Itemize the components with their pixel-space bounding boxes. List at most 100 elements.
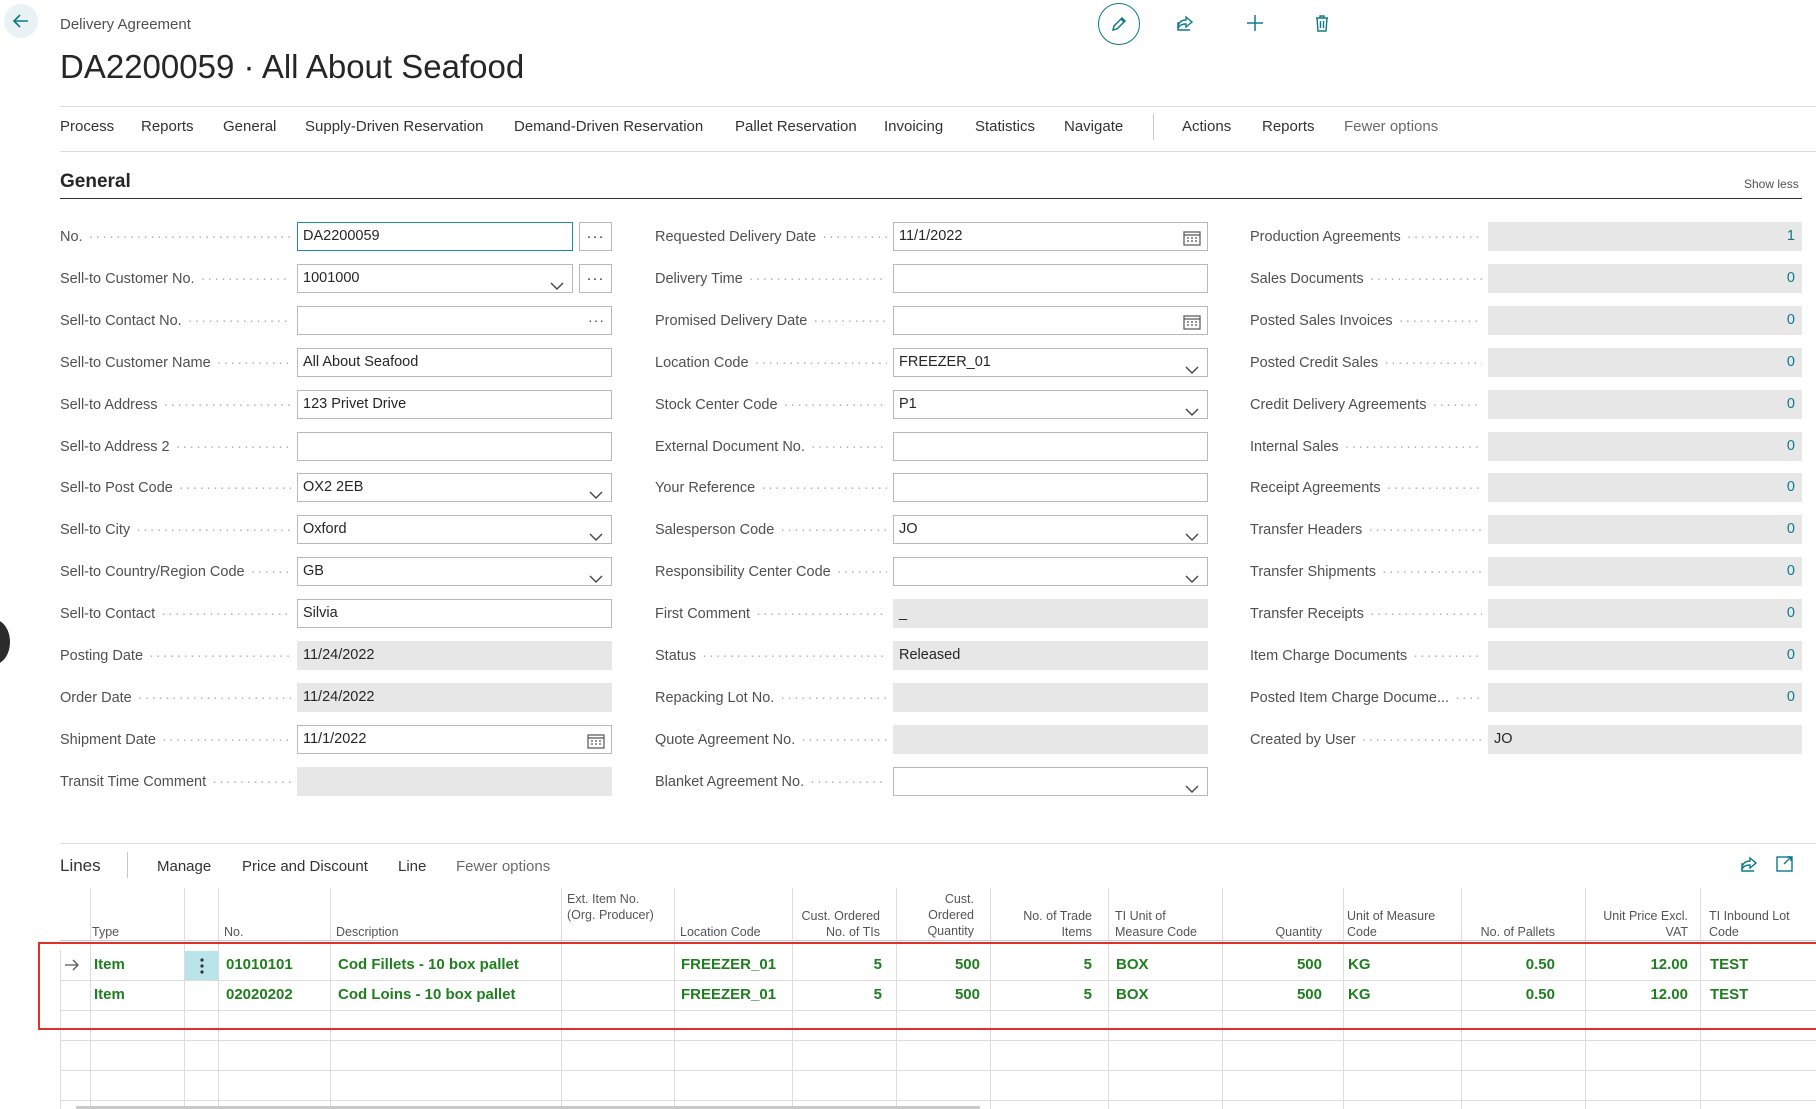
column-header-unit-of-measure-code[interactable]: Unit of Measure Code (1347, 909, 1436, 939)
sell-to-post-code-field[interactable]: OX2 2EB (297, 473, 612, 503)
your-reference-field[interactable] (893, 473, 1208, 503)
lines-menu-price-and-discount[interactable]: Price and Discount (242, 858, 368, 875)
menu-reports-3[interactable]: Reports (1262, 118, 1315, 135)
new-button[interactable] (1235, 3, 1275, 43)
menu-actions-2[interactable]: Actions (1182, 118, 1232, 135)
horizontal-scrollbar[interactable] (76, 1106, 980, 1109)
cell-lot[interactable]: TEST (1710, 956, 1749, 973)
column-header-type[interactable]: Type (92, 925, 120, 939)
column-header-cust-ordered-quantity[interactable]: Cust. Ordered Quantity (927, 892, 974, 938)
menu-statistics[interactable]: Statistics (975, 118, 1036, 135)
no-assist-button[interactable]: ··· (579, 222, 612, 251)
cell-unit-price[interactable]: 12.00 (1650, 956, 1688, 973)
column-header-no[interactable]: No. (224, 925, 244, 939)
cell-lot[interactable]: TEST (1710, 986, 1749, 1003)
row-actions-button[interactable] (185, 951, 218, 980)
cell-uom[interactable]: KG (1348, 956, 1371, 973)
cell-uom[interactable]: KG (1348, 986, 1371, 1003)
sell-to-address-field[interactable]: 123 Privet Drive (297, 389, 612, 419)
cell-pallets[interactable]: 0.50 (1525, 986, 1555, 1003)
column-header-ti-inbound-lot-code[interactable]: TI Inbound Lot Code (1709, 909, 1790, 939)
column-header-cust-ordered-no-of-tis[interactable]: Cust. Ordered No. of TIs (801, 909, 880, 939)
sell-to-customer-no-field[interactable]: 1001000 (297, 263, 573, 293)
lookup-ellipsis-icon[interactable]: ··· (588, 311, 605, 328)
leader-dots: ········································… (801, 731, 887, 748)
column-header-no-of-pallets[interactable]: No. of Pallets (1480, 925, 1555, 939)
menu-fewer-options[interactable]: Fewer options (1344, 118, 1439, 135)
menu-process[interactable]: Process (60, 118, 115, 135)
edit-button[interactable] (1098, 3, 1140, 45)
receipt-agreements-label-text: Receipt Agreements (1250, 480, 1381, 497)
cell-no[interactable]: 02020202 (226, 986, 293, 1003)
menu-supply-driven-reservation[interactable]: Supply-Driven Reservation (305, 118, 484, 135)
cell-location[interactable]: FREEZER_01 (681, 986, 777, 1003)
back-button[interactable] (4, 4, 38, 38)
cell-cust-qty[interactable]: 500 (954, 986, 980, 1003)
cell-type[interactable]: Item (94, 956, 125, 973)
sell-to-customer-no-assist-button[interactable]: ··· (579, 263, 612, 293)
lines-menu-fewer-options[interactable]: Fewer options (456, 858, 551, 875)
sell-to-country-region-code-field[interactable]: GB (297, 557, 612, 587)
lines-expand-button[interactable] (1775, 855, 1795, 878)
location-code-label: Location Code ··························… (655, 353, 887, 373)
sell-to-contact-field[interactable]: Silvia (297, 599, 612, 629)
posting-date-value: 11/24/2022 (303, 647, 375, 663)
cell-description[interactable]: Cod Fillets - 10 box pallet (338, 956, 519, 973)
menu-reports[interactable]: Reports (141, 118, 194, 135)
column-header-ti-unit-of-measure-code[interactable]: TI Unit of Measure Code (1115, 909, 1197, 939)
cell-no[interactable]: 01010101 (226, 956, 293, 973)
cell-cust-qty[interactable]: 500 (954, 956, 980, 973)
cell-type[interactable]: Item (94, 986, 125, 1003)
column-header-ext-item-no-org-producer[interactable]: Ext. Item No. (Org. Producer) (567, 892, 654, 922)
menu-navigate[interactable]: Navigate (1064, 118, 1124, 135)
column-header-description[interactable]: Description (336, 925, 399, 939)
cell-cust-tis[interactable]: 5 (873, 986, 882, 1003)
share-button[interactable] (1165, 3, 1205, 43)
sell-to-contact-value: Silvia (303, 605, 338, 622)
salesperson-code-field[interactable]: JO (893, 515, 1208, 545)
cell-location[interactable]: FREEZER_01 (681, 956, 777, 973)
leader-dots: ········································… (1368, 522, 1482, 539)
promised-delivery-date-field[interactable] (893, 305, 1208, 335)
cell-unit-price[interactable]: 12.00 (1650, 986, 1688, 1003)
column-header-location-code[interactable]: Location Code (680, 925, 761, 939)
external-document-no-field[interactable] (893, 431, 1208, 461)
column-header-no-of-trade-items[interactable]: No. of Trade Items (1023, 909, 1092, 939)
cell-ti-uom[interactable]: BOX (1116, 956, 1149, 973)
menu-invoicing[interactable]: Invoicing (884, 118, 944, 135)
leader-dots: ········································… (1384, 354, 1482, 371)
sell-to-customer-name-field[interactable]: All About Seafood (297, 347, 612, 377)
cell-ti-uom[interactable]: BOX (1116, 986, 1149, 1003)
shipment-date-field[interactable]: 11/1/2022 (297, 724, 612, 754)
no-field[interactable]: DA2200059 (297, 222, 573, 251)
menu-pallet-reservation[interactable]: Pallet Reservation (735, 118, 857, 135)
menu-demand-driven-reservation[interactable]: Demand-Driven Reservation (514, 118, 704, 135)
sell-to-contact-no-field[interactable]: ··· (297, 305, 612, 335)
menu-general[interactable]: General (223, 118, 277, 135)
requested-delivery-date-field[interactable]: 11/1/2022 (893, 222, 1208, 251)
cell-quantity[interactable]: 500 (1296, 956, 1322, 973)
cell-pallets[interactable]: 0.50 (1525, 956, 1555, 973)
side-panel-handle[interactable] (0, 620, 10, 664)
general-section-title: General (60, 171, 131, 192)
delivery-time-field[interactable] (893, 263, 1208, 293)
blanket-agreement-no-field[interactable] (893, 766, 1208, 796)
lines-share-button[interactable] (1739, 855, 1759, 878)
cell-cust-tis[interactable]: 5 (873, 956, 882, 973)
location-code-field[interactable]: FREEZER_01 (893, 347, 1208, 377)
show-less-link[interactable]: Show less (1744, 177, 1799, 191)
calendar-icon (1183, 231, 1201, 246)
cell-trade-items[interactable]: 5 (1083, 986, 1092, 1003)
column-header-unit-price-excl-vat[interactable]: Unit Price Excl. VAT (1603, 909, 1688, 939)
sell-to-address-2-field[interactable] (297, 431, 612, 461)
cell-description[interactable]: Cod Loins - 10 box pallet (338, 986, 516, 1003)
lines-menu-manage[interactable]: Manage (157, 858, 212, 875)
stock-center-code-field[interactable]: P1 (893, 389, 1208, 419)
cell-trade-items[interactable]: 5 (1083, 956, 1092, 973)
column-header-quantity[interactable]: Quantity (1275, 925, 1322, 939)
delete-button[interactable] (1302, 3, 1342, 43)
lines-menu-line[interactable]: Line (398, 858, 427, 875)
cell-quantity[interactable]: 500 (1296, 986, 1322, 1003)
responsibility-center-code-field[interactable] (893, 557, 1208, 587)
sell-to-city-field[interactable]: Oxford (297, 515, 612, 545)
